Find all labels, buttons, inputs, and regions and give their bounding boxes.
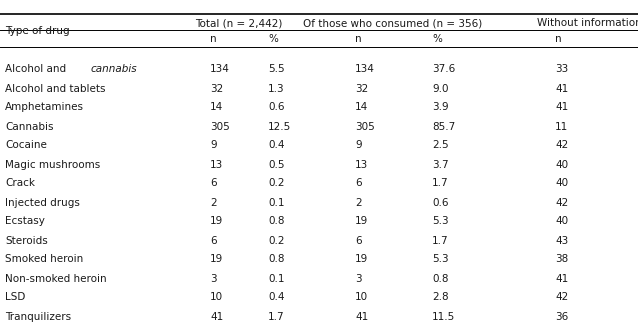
Text: LSD: LSD	[5, 292, 26, 302]
Text: Crack: Crack	[5, 179, 35, 188]
Text: 12.5: 12.5	[268, 122, 292, 131]
Text: 0.2: 0.2	[268, 235, 285, 246]
Text: 5.3: 5.3	[432, 216, 449, 227]
Text: 0.8: 0.8	[432, 273, 449, 284]
Text: 3.9: 3.9	[432, 102, 449, 112]
Text: 305: 305	[210, 122, 230, 131]
Text: 37.6: 37.6	[432, 64, 456, 75]
Text: 40: 40	[555, 216, 568, 227]
Text: 10: 10	[355, 292, 368, 302]
Text: 1.3: 1.3	[268, 83, 285, 94]
Text: Amphetamines: Amphetamines	[5, 102, 84, 112]
Text: 41: 41	[555, 83, 568, 94]
Text: n: n	[210, 35, 217, 44]
Text: 0.6: 0.6	[268, 102, 285, 112]
Text: %: %	[268, 35, 278, 44]
Text: 0.2: 0.2	[268, 179, 285, 188]
Text: 42: 42	[555, 198, 568, 208]
Text: 19: 19	[355, 254, 368, 265]
Text: 9.0: 9.0	[432, 83, 449, 94]
Text: 41: 41	[355, 312, 368, 321]
Text: Tranquilizers: Tranquilizers	[5, 312, 71, 321]
Text: 32: 32	[210, 83, 223, 94]
Text: 1.7: 1.7	[432, 235, 449, 246]
Text: 6: 6	[355, 179, 362, 188]
Text: 134: 134	[355, 64, 375, 75]
Text: n: n	[355, 35, 362, 44]
Text: 2.8: 2.8	[432, 292, 449, 302]
Text: 14: 14	[355, 102, 368, 112]
Text: 42: 42	[555, 141, 568, 150]
Text: 19: 19	[210, 216, 223, 227]
Text: 0.1: 0.1	[268, 198, 285, 208]
Text: 2.5: 2.5	[432, 141, 449, 150]
Text: 40: 40	[555, 179, 568, 188]
Text: 1.7: 1.7	[268, 312, 285, 321]
Text: 0.4: 0.4	[268, 292, 285, 302]
Text: 6: 6	[210, 179, 217, 188]
Text: 42: 42	[555, 292, 568, 302]
Text: 43: 43	[555, 235, 568, 246]
Text: 0.8: 0.8	[268, 216, 285, 227]
Text: %: %	[432, 35, 442, 44]
Text: 13: 13	[355, 160, 368, 169]
Text: Alcohol and: Alcohol and	[5, 64, 70, 75]
Text: 0.4: 0.4	[268, 141, 285, 150]
Text: n: n	[555, 35, 561, 44]
Text: 41: 41	[555, 102, 568, 112]
Text: 6: 6	[355, 235, 362, 246]
Text: 6: 6	[210, 235, 217, 246]
Text: 3.7: 3.7	[432, 160, 449, 169]
Text: cannabis: cannabis	[91, 64, 138, 75]
Text: 14: 14	[210, 102, 223, 112]
Text: 2: 2	[210, 198, 217, 208]
Text: 11.5: 11.5	[432, 312, 456, 321]
Text: 0.1: 0.1	[268, 273, 285, 284]
Text: Alcohol and tablets: Alcohol and tablets	[5, 83, 105, 94]
Text: Of those who consumed (n = 356): Of those who consumed (n = 356)	[304, 18, 482, 28]
Text: 13: 13	[210, 160, 223, 169]
Text: 0.5: 0.5	[268, 160, 285, 169]
Text: 32: 32	[355, 83, 368, 94]
Text: Without information: Without information	[537, 18, 638, 28]
Text: Type of drug: Type of drug	[5, 26, 70, 37]
Text: Cannabis: Cannabis	[5, 122, 54, 131]
Text: 19: 19	[355, 216, 368, 227]
Text: 3: 3	[210, 273, 217, 284]
Text: 33: 33	[555, 64, 568, 75]
Text: 41: 41	[210, 312, 223, 321]
Text: 9: 9	[355, 141, 362, 150]
Text: Steroids: Steroids	[5, 235, 48, 246]
Text: Cocaine: Cocaine	[5, 141, 47, 150]
Text: Injected drugs: Injected drugs	[5, 198, 80, 208]
Text: 38: 38	[555, 254, 568, 265]
Text: 3: 3	[355, 273, 362, 284]
Text: 0.6: 0.6	[432, 198, 449, 208]
Text: Total (n = 2,442): Total (n = 2,442)	[195, 18, 283, 28]
Text: Non-smoked heroin: Non-smoked heroin	[5, 273, 107, 284]
Text: 1.7: 1.7	[432, 179, 449, 188]
Text: 5.5: 5.5	[268, 64, 285, 75]
Text: 10: 10	[210, 292, 223, 302]
Text: 0.8: 0.8	[268, 254, 285, 265]
Text: 5.3: 5.3	[432, 254, 449, 265]
Text: 11: 11	[555, 122, 568, 131]
Text: Ecstasy: Ecstasy	[5, 216, 45, 227]
Text: 36: 36	[555, 312, 568, 321]
Text: 85.7: 85.7	[432, 122, 456, 131]
Text: 2: 2	[355, 198, 362, 208]
Text: 19: 19	[210, 254, 223, 265]
Text: 41: 41	[555, 273, 568, 284]
Text: Smoked heroin: Smoked heroin	[5, 254, 83, 265]
Text: 134: 134	[210, 64, 230, 75]
Text: 305: 305	[355, 122, 375, 131]
Text: 9: 9	[210, 141, 217, 150]
Text: Magic mushrooms: Magic mushrooms	[5, 160, 100, 169]
Text: 40: 40	[555, 160, 568, 169]
